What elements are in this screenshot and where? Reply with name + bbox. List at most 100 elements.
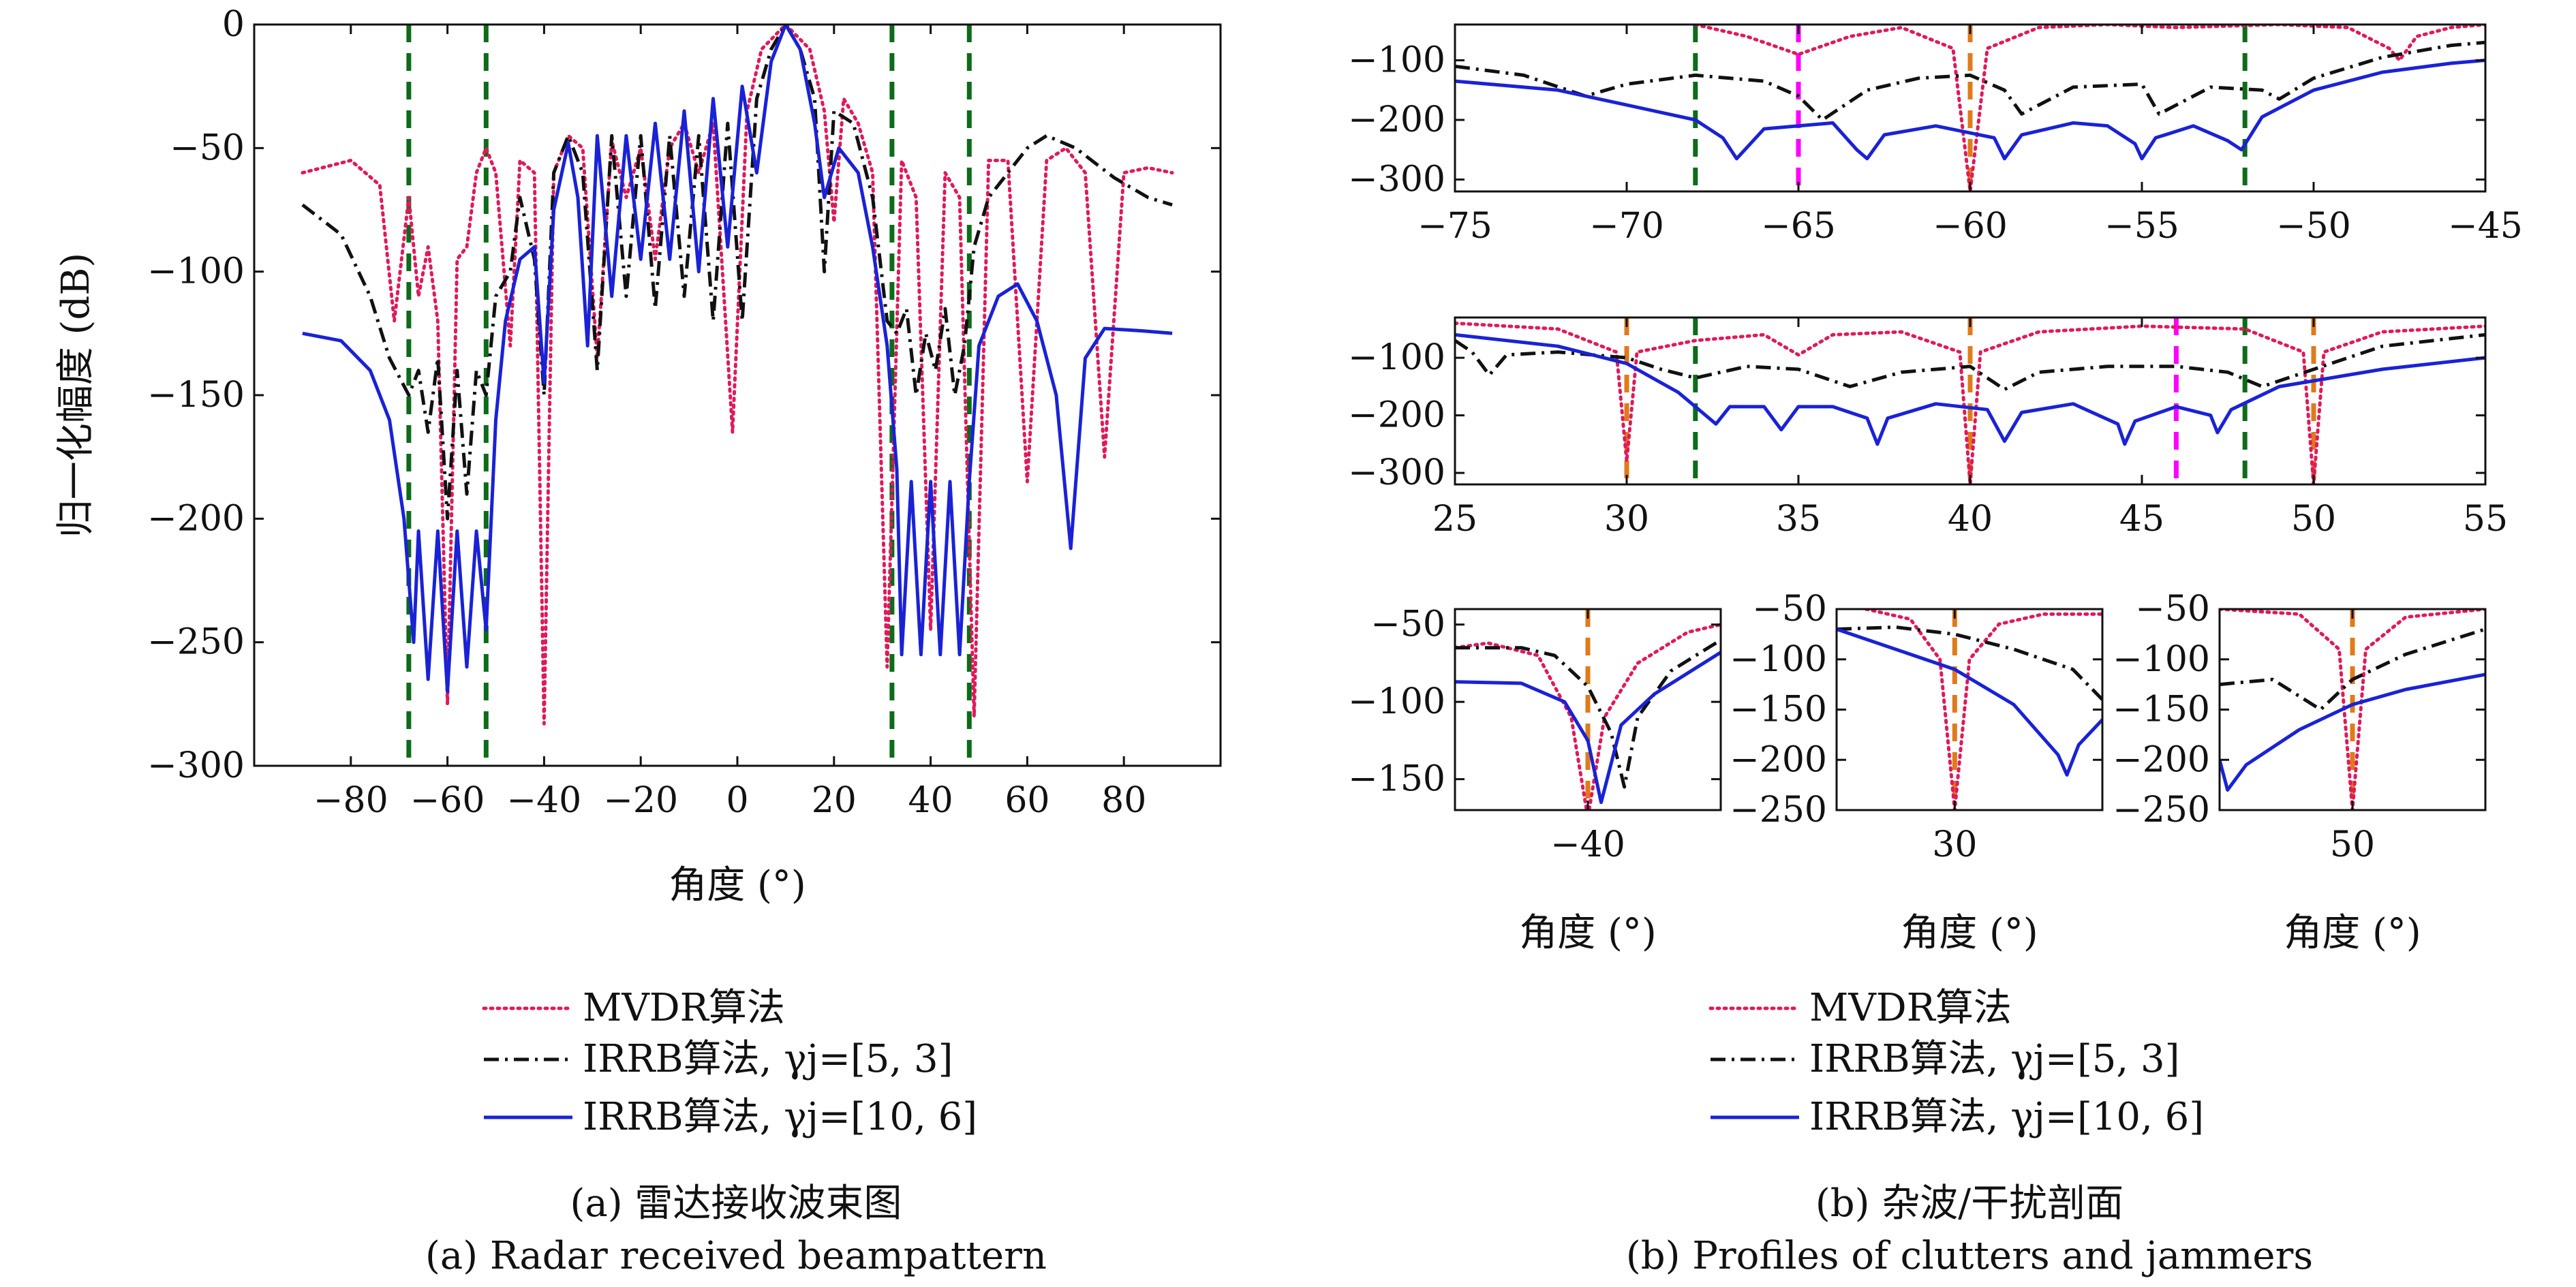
legend-item-irrb-10-6: IRRB算法, γj=[10, 6] <box>484 1095 977 1139</box>
caption-b-en: (b) Profiles of clutters and jammers <box>1626 1234 2313 1278</box>
x-tick-label: −60 <box>410 780 485 821</box>
y-tick-label: −150 <box>1348 759 1445 800</box>
series-lines <box>1455 25 2485 191</box>
axis-ticks: 50 −50 −100 −150 −200 −250 <box>2113 589 2487 865</box>
series-line-irrb-5-3 <box>1837 625 2102 701</box>
series-line-irrb-10-6 <box>1455 332 2485 446</box>
profile-chart-positive: 25 30 35 40 45 50 55 −100 −200 −300 <box>1348 316 2508 540</box>
axis-ticks: 30 −50 −100 −150 −200 −250 <box>1730 589 2104 865</box>
y-tick-label: −150 <box>147 375 245 416</box>
zoom-chart-50: 50 −50 −100 −150 −200 −250 角度 (°) <box>2113 589 2487 955</box>
marker-lines <box>1693 25 2248 191</box>
y-tick-label: −200 <box>1348 99 1445 140</box>
y-tick-label: −300 <box>1348 452 1445 493</box>
series-line-mvdr <box>2220 609 2485 810</box>
series-lines <box>1837 609 2102 810</box>
marker-lines <box>1624 317 2316 484</box>
plot-frame <box>1454 316 2487 486</box>
x-tick-label: −70 <box>1589 206 1664 247</box>
series-line-mvdr <box>1455 321 2485 484</box>
series-line-irrb-10-6 <box>1455 59 2485 161</box>
axis-ticks: −75 −70 −65 −60 −55 −50 −45 −100 −200 −300 <box>1348 23 2523 247</box>
x-tick-label: −40 <box>507 780 582 821</box>
beampattern-chart: −80 −60 −40 −20 0 20 40 60 800−50−100−150−200−25… <box>54 4 1222 908</box>
x-tick-label: 35 <box>1776 499 1821 540</box>
x-tick-label: 30 <box>1932 824 1977 865</box>
legend-a: MVDR算法 IRRB算法, γj=[5, 3] IRRB算法, γj=[10,… <box>482 986 977 1139</box>
x-tick-label: 80 <box>1101 780 1146 821</box>
x-tick-label: 45 <box>2119 499 2164 540</box>
y-tick-label: −50 <box>1752 589 1827 630</box>
caption-a-en: (a) Radar received beampattern <box>425 1234 1047 1278</box>
series-line-mvdr <box>1693 25 2485 191</box>
series-lines <box>1455 321 2485 484</box>
x-tick-label: 40 <box>1948 499 1993 540</box>
y-tick-label: −250 <box>2113 790 2210 831</box>
x-tick-label: 60 <box>1005 780 1049 821</box>
series-line-irrb-10-6 <box>1837 627 2102 777</box>
y-tick-label: −200 <box>147 498 245 539</box>
caption-a-cn: (a) 雷达接收波束图 <box>570 1181 902 1226</box>
series-line-irrb-5-3 <box>1455 332 2485 392</box>
legend-label: MVDR算法 <box>583 986 785 1030</box>
y-axis-title: 归一化幅度 (dB) <box>54 253 98 538</box>
series-line-irrb-5-3 <box>301 25 1173 521</box>
series-lines <box>2220 609 2485 810</box>
x-tick-label: 20 <box>812 780 857 821</box>
series-line-mvdr <box>1455 623 1721 810</box>
x-tick-label: −80 <box>313 780 388 821</box>
plot-frame <box>1454 23 2487 193</box>
legend-b: MVDR算法 IRRB算法, γj=[5, 3] IRRB算法, γj=[10,… <box>1708 986 2204 1139</box>
x-tick-label: 55 <box>2463 499 2508 540</box>
y-tick-label: −100 <box>1730 639 1827 680</box>
series-line-mvdr <box>301 25 1174 726</box>
y-tick-label: −50 <box>1370 604 1445 645</box>
series-line-irrb-5-3 <box>1455 40 2485 122</box>
y-tick-label: −50 <box>2135 589 2210 630</box>
x-tick-label: −65 <box>1761 206 1836 247</box>
legend-label: IRRB算法, γj=[10, 6] <box>583 1095 977 1139</box>
y-tick-label: −100 <box>1348 337 1445 378</box>
legend-item-irrb-10-6: IRRB算法, γj=[10, 6] <box>1711 1095 2204 1139</box>
y-tick-label: −50 <box>170 127 245 168</box>
x-tick-label: −20 <box>603 780 678 821</box>
axis-ticks: 25 30 35 40 45 50 55 −100 −200 −300 <box>1348 316 2508 540</box>
y-tick-label: −200 <box>1730 739 1827 780</box>
series-line-mvdr <box>1864 609 2102 810</box>
y-tick-label: −250 <box>1730 790 1827 831</box>
series-lines <box>301 25 1174 726</box>
x-axis-title: 角度 (°) <box>1519 911 1657 955</box>
y-tick-label: −150 <box>1730 689 1827 730</box>
x-tick-label: −55 <box>2104 206 2179 247</box>
x-axis-title: 角度 (°) <box>2284 911 2421 955</box>
zoom-chart-minus40: −40 −50 −100 −150 角度 (°) <box>1348 604 1722 955</box>
legend-label: IRRB算法, γj=[10, 6] <box>1809 1095 2204 1139</box>
x-tick-label: 50 <box>2330 824 2375 865</box>
series-line-irrb-10-6 <box>302 25 1173 694</box>
y-tick-label: −100 <box>2113 639 2210 680</box>
y-tick-label: −100 <box>1348 40 1445 81</box>
x-tick-label: −75 <box>1417 206 1492 247</box>
x-tick-label: 30 <box>1604 499 1649 540</box>
x-axis-title: 角度 (°) <box>1901 911 2038 955</box>
y-tick-label: −200 <box>1348 395 1445 436</box>
profile-chart-negative: −75 −70 −65 −60 −55 −50 −45 −100 −200 −300 <box>1348 23 2523 247</box>
axis-ticks: −80 −60 −40 −20 0 20 40 60 800−50−100−150−200−25… <box>147 4 1222 821</box>
series-line-irrb-10-6 <box>2220 672 2485 792</box>
legend-label: MVDR算法 <box>1809 986 2012 1030</box>
legend-label: IRRB算法, γj=[5, 3] <box>1809 1037 2180 1081</box>
x-tick-label: 50 <box>2291 499 2336 540</box>
x-tick-label: −50 <box>2276 206 2351 247</box>
legend-item-mvdr: MVDR算法 <box>1708 986 2012 1030</box>
series-line-irrb-10-6 <box>1455 651 1721 805</box>
y-tick-label: −100 <box>147 251 245 292</box>
caption-b-cn: (b) 杂波/干扰剖面 <box>1815 1181 2123 1226</box>
x-axis-title: 角度 (°) <box>669 863 806 908</box>
y-tick-label: −100 <box>1348 681 1445 722</box>
series-lines <box>1455 623 1721 810</box>
y-tick-label: −250 <box>147 622 245 663</box>
y-tick-label: −300 <box>1348 159 1445 200</box>
y-tick-label: −150 <box>2113 689 2210 730</box>
legend-item-irrb-5-3: IRRB算法, γj=[5, 3] <box>484 1037 953 1081</box>
